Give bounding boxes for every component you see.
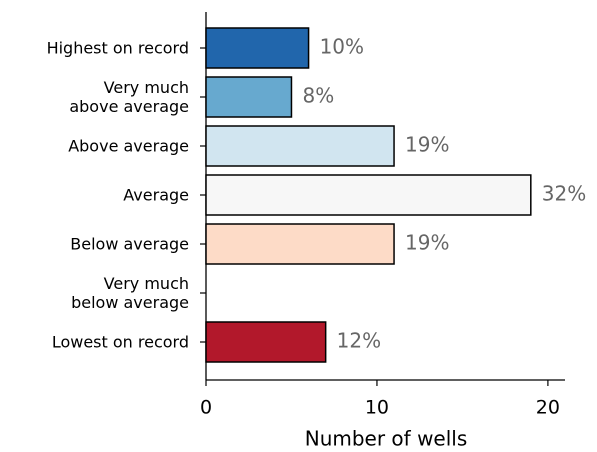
- value-label: 12%: [337, 329, 381, 353]
- value-label: 10%: [320, 35, 364, 59]
- value-label: 32%: [542, 182, 586, 206]
- value-label: 8%: [302, 84, 334, 108]
- x-tick-label: 20: [536, 397, 560, 419]
- y-tick-label: Lowest on record: [51, 332, 189, 352]
- y-tick-label: Above average: [68, 136, 189, 156]
- x-tick-label: 10: [365, 397, 389, 419]
- x-axis-label: Number of wells: [305, 427, 468, 451]
- y-tick-label: Very much below average: [71, 274, 189, 312]
- bar: [205, 321, 327, 363]
- x-tick-label: 0: [200, 397, 212, 419]
- bar: [205, 174, 532, 216]
- bar: [205, 76, 293, 118]
- y-tick-label: Below average: [70, 234, 189, 254]
- bar: [205, 27, 310, 69]
- value-label: 19%: [405, 133, 449, 157]
- y-tick-label: Highest on record: [46, 38, 189, 58]
- y-tick-label: Average: [123, 185, 189, 205]
- bar: [205, 125, 395, 167]
- value-label: 19%: [405, 231, 449, 255]
- bar: [205, 223, 395, 265]
- y-tick-label: Very much above average: [69, 78, 189, 116]
